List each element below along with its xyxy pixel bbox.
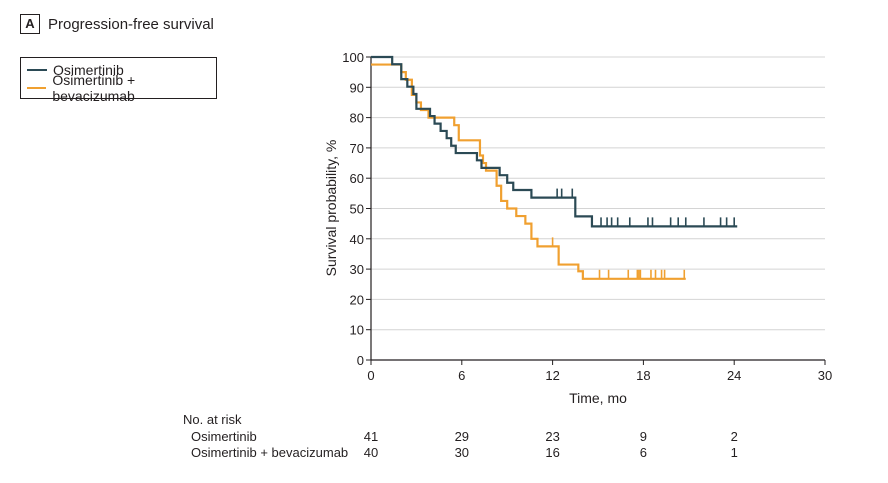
km-curve-osimertinib bbox=[371, 55, 738, 228]
x-tick-label: 18 bbox=[636, 368, 650, 383]
risk-row-label: Osimertinib bbox=[191, 429, 257, 444]
risk-value: 23 bbox=[545, 429, 560, 444]
legend: Osimertinib Osimertinib + bevacizumab bbox=[20, 57, 217, 104]
x-tick-label: 30 bbox=[818, 368, 832, 383]
x-tick-label: 6 bbox=[458, 368, 465, 383]
axes: 0 10 20 30 40 50 60 70 80 90 100 0 6 12 18 24 30 bbox=[342, 50, 832, 383]
x-axis-label: Time, mo bbox=[569, 390, 627, 406]
km-curve-combination bbox=[371, 63, 686, 280]
risk-value: 41 bbox=[363, 429, 379, 444]
risk-value: 2 bbox=[730, 429, 738, 444]
legend-swatch-osimertinib bbox=[27, 69, 47, 71]
y-tick-label: 10 bbox=[350, 323, 364, 338]
risk-value: 9 bbox=[639, 429, 648, 444]
x-tick-label: 24 bbox=[727, 368, 741, 383]
y-tick-label: 100 bbox=[342, 50, 364, 65]
risk-row-label: Osimertinib + bevacizumab bbox=[191, 445, 349, 460]
chart-title: Progression-free survival bbox=[48, 15, 214, 33]
y-tick-label: 20 bbox=[350, 292, 364, 307]
y-tick-label: 60 bbox=[350, 171, 364, 186]
risk-table-title: No. at risk bbox=[183, 412, 242, 427]
risk-value: 6 bbox=[639, 445, 648, 460]
risk-value: 29 bbox=[454, 429, 470, 444]
y-tick-label: 40 bbox=[350, 232, 364, 247]
y-tick-label: 30 bbox=[350, 262, 364, 277]
x-tick-label: 0 bbox=[367, 368, 374, 383]
y-tick-label: 70 bbox=[350, 141, 364, 156]
y-axis-label: Survival probability, % bbox=[323, 140, 339, 277]
y-tick-label: 80 bbox=[350, 111, 364, 126]
legend-item-combination: Osimertinib + bevacizumab bbox=[27, 72, 216, 104]
legend-swatch-combination bbox=[27, 87, 47, 89]
gridlines bbox=[371, 56, 825, 331]
curves bbox=[371, 55, 738, 280]
risk-value: 1 bbox=[730, 445, 738, 460]
legend-label: Osimertinib bbox=[53, 62, 124, 78]
risk-value: 40 bbox=[363, 445, 379, 460]
y-tick-label: 90 bbox=[350, 80, 364, 95]
panel-label: A Progression-free survival bbox=[20, 14, 214, 34]
legend-item-osimertinib: Osimertinib bbox=[27, 61, 216, 79]
y-tick-label: 50 bbox=[350, 202, 364, 217]
legend-label: Osimertinib + bevacizumab bbox=[52, 72, 136, 104]
panel-letter: A bbox=[20, 14, 40, 34]
y-tick-label: 0 bbox=[357, 353, 364, 368]
x-tick-label: 12 bbox=[545, 368, 559, 383]
risk-value: 30 bbox=[454, 445, 470, 460]
risk-value: 16 bbox=[545, 445, 560, 460]
